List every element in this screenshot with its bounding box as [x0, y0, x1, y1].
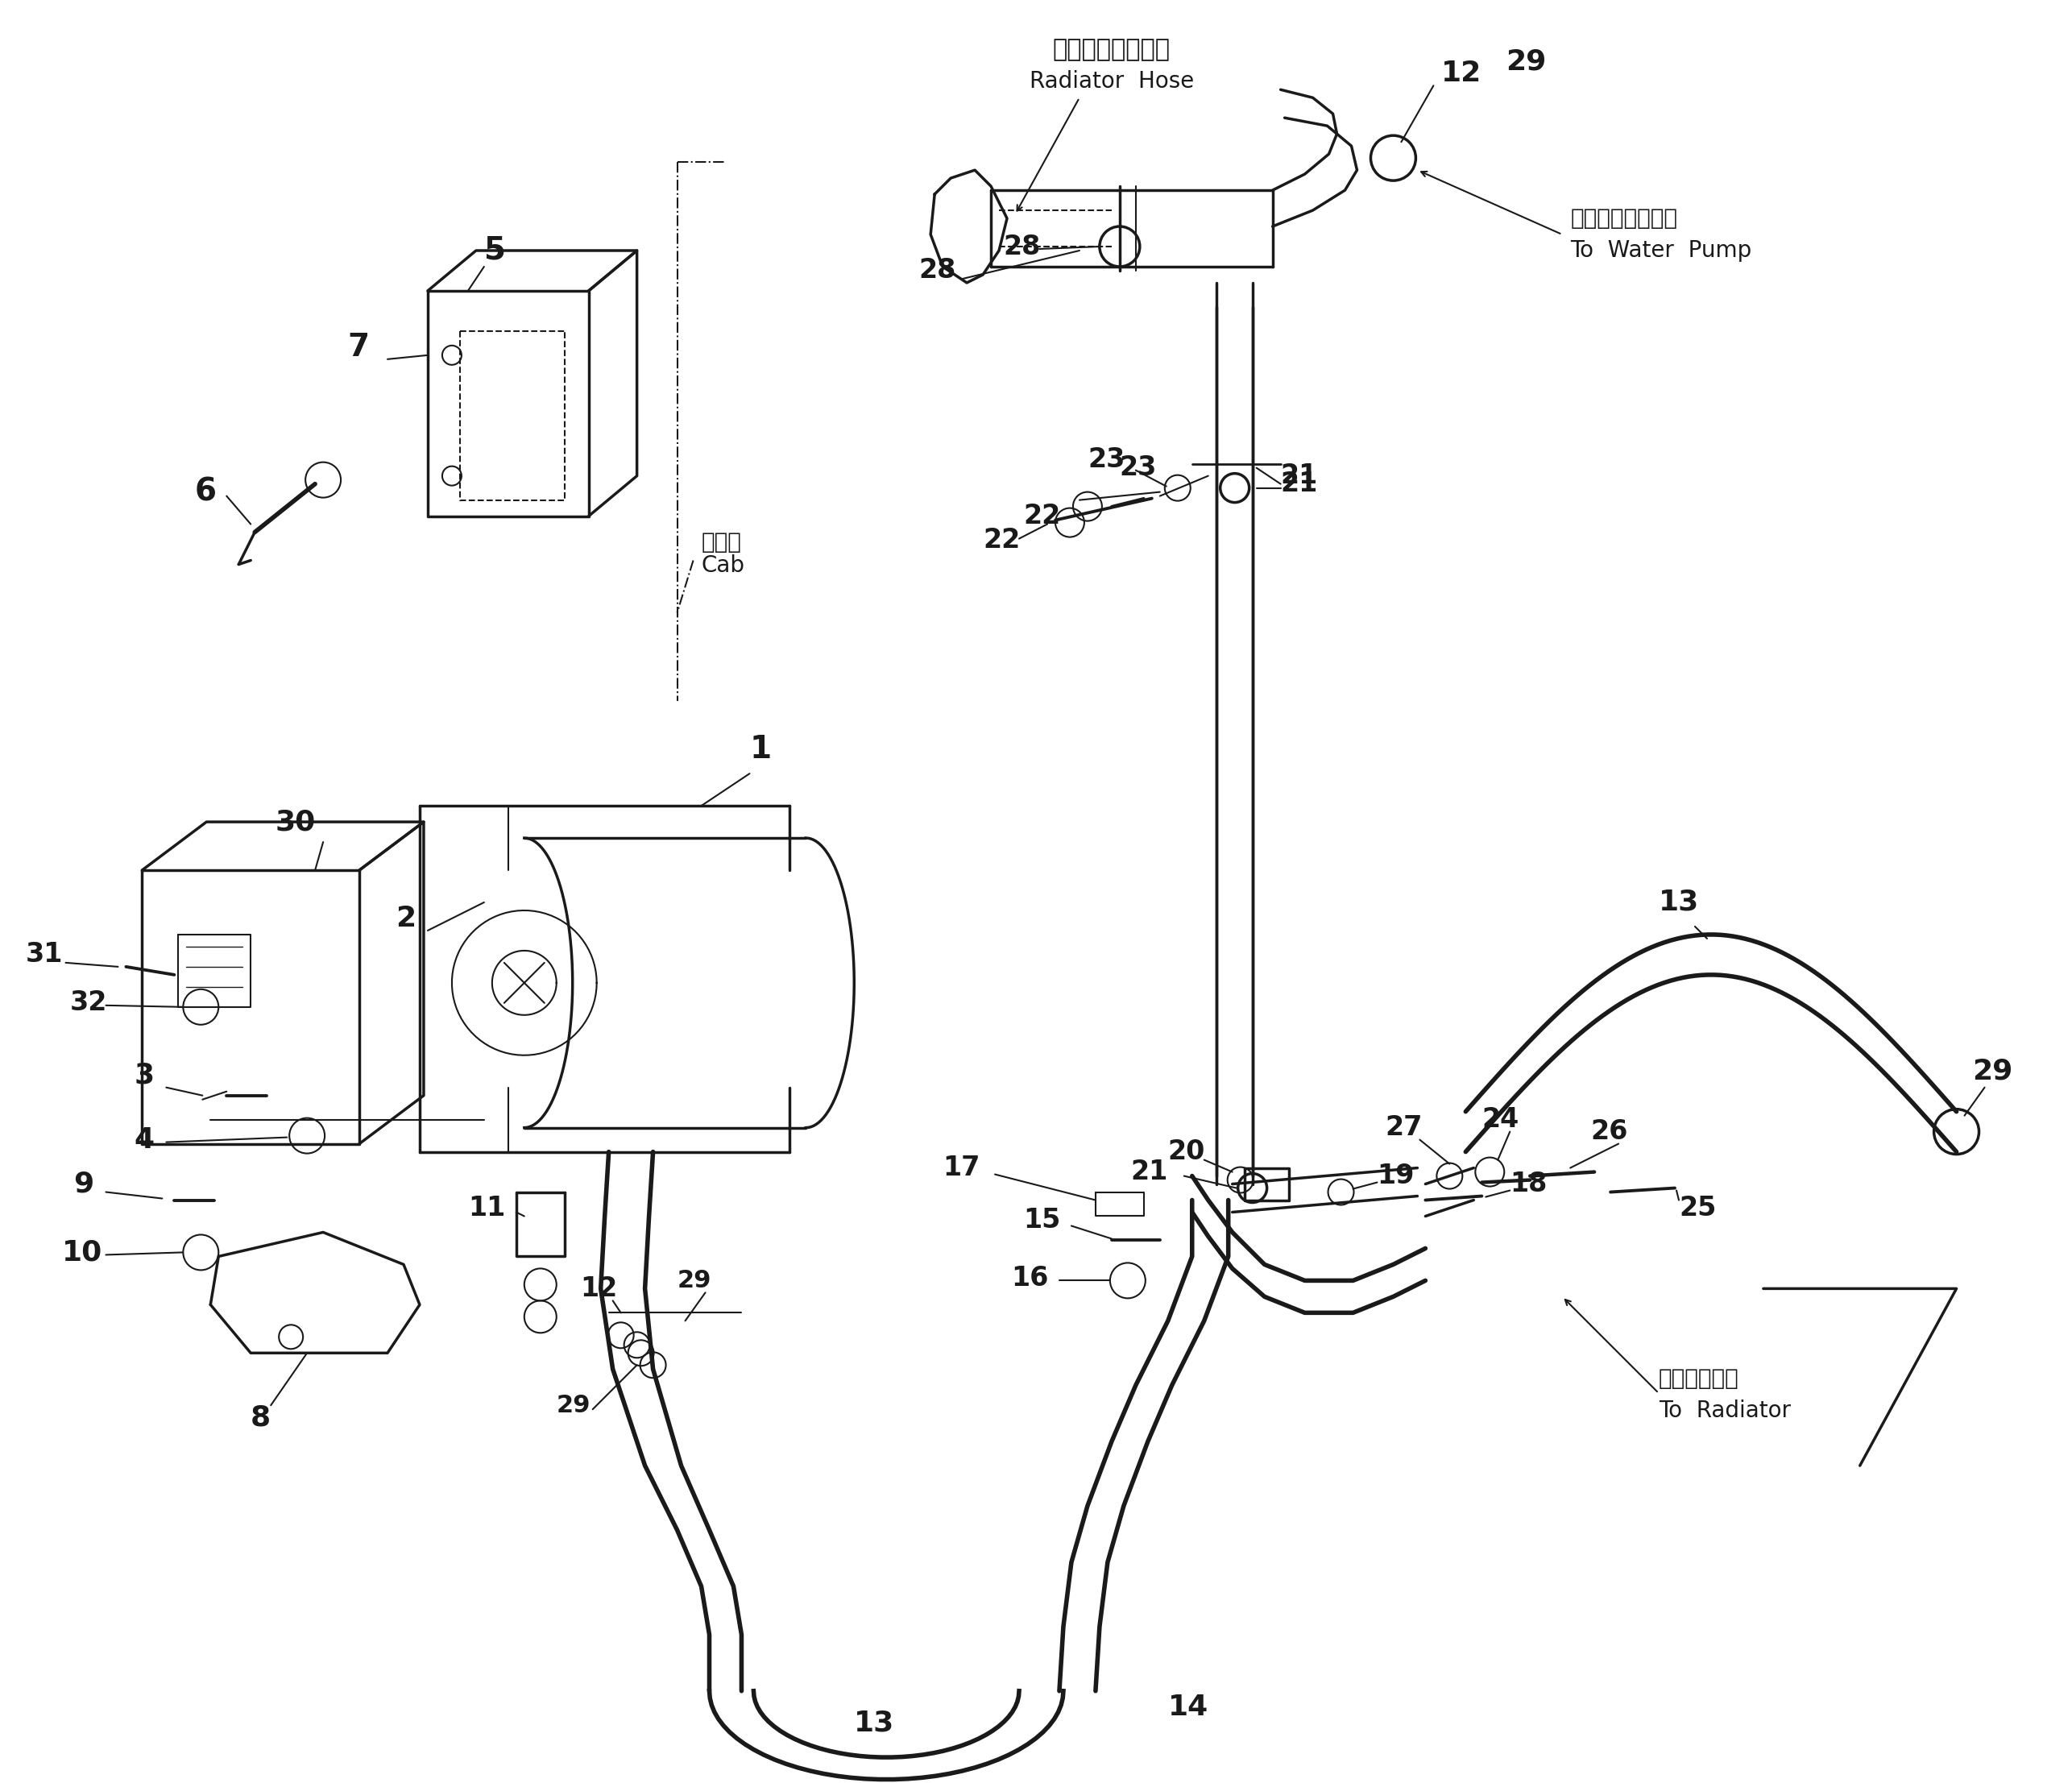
Text: キャブ: キャブ	[700, 531, 742, 553]
Text: 30: 30	[276, 808, 315, 836]
Text: Radiator  Hose: Radiator Hose	[1030, 70, 1193, 93]
Text: 12: 12	[1442, 61, 1481, 87]
Text: 3: 3	[135, 1061, 153, 1089]
Text: 28: 28	[918, 257, 955, 283]
Text: 22: 22	[982, 528, 1019, 553]
Text: 2: 2	[396, 904, 416, 933]
Text: 21: 21	[1280, 471, 1318, 497]
Text: 28: 28	[1003, 234, 1040, 260]
Text: ラジエータへ: ラジエータへ	[1660, 1368, 1738, 1391]
Text: Cab: Cab	[700, 555, 744, 578]
Text: 25: 25	[1678, 1195, 1716, 1221]
Text: ラジエータホース: ラジエータホース	[1053, 37, 1171, 61]
Text: 5: 5	[485, 235, 506, 266]
Text: 14: 14	[1169, 1694, 1208, 1721]
Text: 13: 13	[854, 1710, 895, 1737]
Text: 26: 26	[1591, 1118, 1629, 1145]
Text: 8: 8	[251, 1403, 271, 1432]
Text: 22: 22	[1024, 503, 1061, 530]
Text: 7: 7	[348, 332, 369, 362]
Text: 29: 29	[1506, 48, 1546, 75]
Text: 11: 11	[468, 1195, 506, 1221]
Text: 29: 29	[1973, 1057, 2014, 1086]
Text: 13: 13	[1660, 888, 1699, 916]
Text: 24: 24	[1481, 1105, 1519, 1132]
Text: 29: 29	[557, 1394, 591, 1417]
Text: 18: 18	[1510, 1171, 1548, 1198]
Text: ウォータポンプへ: ウォータポンプへ	[1571, 207, 1678, 230]
Text: 1: 1	[750, 735, 771, 765]
Text: 20: 20	[1169, 1139, 1206, 1164]
Text: 27: 27	[1386, 1114, 1423, 1141]
Text: 21: 21	[1131, 1159, 1169, 1186]
Text: 32: 32	[70, 990, 108, 1016]
Text: 19: 19	[1378, 1163, 1415, 1189]
Text: 17: 17	[943, 1155, 980, 1180]
Text: 10: 10	[62, 1239, 102, 1266]
Text: 9: 9	[75, 1170, 93, 1198]
Text: 4: 4	[135, 1127, 153, 1154]
Text: 16: 16	[1011, 1264, 1048, 1291]
Text: 23: 23	[1088, 446, 1125, 472]
Text: 31: 31	[25, 941, 62, 968]
Text: 29: 29	[678, 1269, 711, 1293]
Text: 21: 21	[1280, 462, 1318, 489]
Text: To  Radiator: To Radiator	[1660, 1400, 1790, 1423]
Text: 15: 15	[1024, 1207, 1061, 1234]
Text: 23: 23	[1119, 455, 1156, 481]
Text: To  Water  Pump: To Water Pump	[1571, 239, 1751, 262]
Text: 12: 12	[580, 1275, 617, 1302]
Text: 6: 6	[195, 476, 215, 508]
